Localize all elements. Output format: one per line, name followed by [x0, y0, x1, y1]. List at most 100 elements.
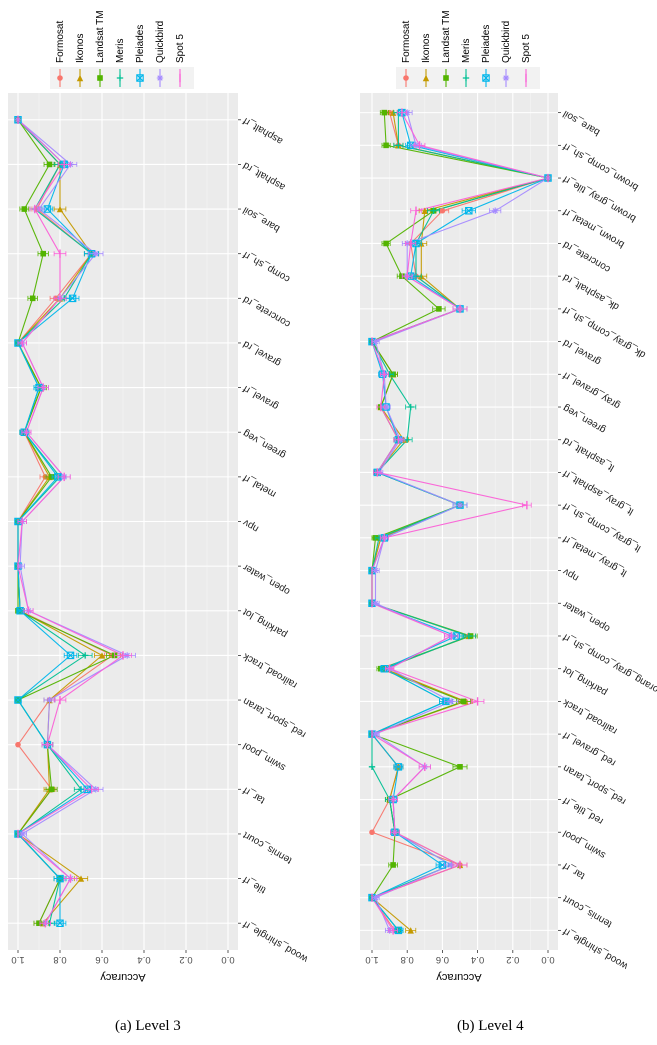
category-label: npv — [561, 566, 580, 584]
data-point — [395, 142, 402, 149]
category-label: wood_shingle_rf — [241, 918, 311, 965]
category-label: swim_pool — [241, 740, 287, 773]
legend-label: Ikonos — [421, 34, 432, 63]
category-label: npv — [241, 517, 260, 535]
data-point — [98, 652, 106, 659]
tick-label: 1.0 — [11, 954, 24, 965]
data-point — [421, 207, 428, 214]
legend-key-formosat — [57, 75, 63, 81]
legend-key-formosat — [403, 75, 409, 81]
tick-label: 0.6 — [95, 954, 108, 965]
data-point — [380, 664, 389, 673]
chart-panel-2: 0.00.20.40.60.81.0Accuracybare_soilbrown… — [360, 10, 657, 983]
data-point — [14, 696, 22, 704]
legend-label: Landsat TM — [441, 10, 452, 63]
data-point — [394, 763, 403, 771]
data-point — [46, 161, 53, 168]
tick-label: 0.4 — [471, 954, 484, 965]
tick-label: 1.0 — [365, 954, 378, 965]
data-point — [382, 403, 390, 411]
category-label: railroad_track — [240, 650, 299, 690]
series-points-spot-5 — [371, 108, 549, 935]
data-point — [404, 109, 411, 116]
category-label: tar_rf — [561, 860, 587, 881]
data-point — [436, 306, 442, 312]
legend-key-ikonos — [422, 74, 430, 82]
axis-title: Accuracy — [436, 971, 482, 983]
tick-label: 0.2 — [506, 954, 519, 965]
category-label: orang_gray_comp_sh_rf — [561, 631, 657, 695]
data-point — [68, 294, 77, 303]
category-label: swim_pool — [561, 827, 607, 860]
legend-key-meris — [462, 74, 470, 82]
tick-label: 0.4 — [137, 954, 150, 965]
data-point — [368, 763, 376, 771]
data-point — [40, 250, 46, 257]
data-point — [369, 829, 375, 836]
legend-key-quickbird — [502, 74, 510, 82]
tick-label: 0.8 — [401, 954, 414, 965]
data-point — [407, 403, 414, 411]
tick-label: 0.2 — [179, 954, 192, 965]
data-point — [16, 562, 24, 570]
category-label: green_veg — [241, 427, 287, 460]
data-point — [372, 894, 379, 901]
legend-label: Quickbird — [155, 21, 166, 63]
series-line-meris — [371, 112, 549, 931]
data-point — [36, 920, 42, 927]
category-label: metal_rf — [241, 472, 278, 500]
data-point — [77, 875, 85, 882]
series-line-spot-5 — [370, 112, 549, 931]
category-label: gravel_rf — [241, 383, 280, 412]
data-point — [430, 207, 437, 214]
legend-label: Spot 5 — [175, 34, 186, 63]
data-point — [19, 830, 26, 838]
legend-key-landsat-tm — [443, 75, 449, 81]
data-point — [389, 109, 397, 116]
data-point — [448, 861, 455, 869]
category-label: tennis_court — [561, 893, 614, 930]
legend: Formosat Ikonos Landsat TM Meris Pleiades Qui… — [50, 10, 194, 89]
legend-label: Meris — [115, 39, 126, 63]
data-point — [48, 474, 55, 480]
data-point — [56, 205, 64, 213]
data-point — [372, 600, 379, 607]
category-label: parking_lot — [561, 664, 609, 698]
data-point — [372, 567, 379, 574]
category-label: red_tile_rf — [561, 795, 605, 827]
data-point — [465, 632, 472, 640]
data-point — [492, 207, 499, 214]
data-point — [46, 696, 53, 704]
data-point — [383, 240, 389, 247]
legend-label: Ikonos — [75, 34, 86, 63]
data-point — [448, 698, 455, 705]
data-point — [465, 207, 473, 215]
data-point — [29, 295, 36, 302]
category-label: green_veg — [561, 402, 607, 435]
category-label: open_water — [241, 561, 292, 597]
category-label: parking_lot — [241, 606, 289, 640]
data-point — [390, 862, 396, 868]
category-label: comp_sh_rf — [241, 249, 292, 285]
tick-label: 0.6 — [436, 954, 449, 965]
category-label: bare_soil — [561, 108, 602, 138]
legend: Formosat Ikonos Landsat TM Meris Pleiades Qui… — [396, 10, 540, 89]
data-point — [456, 501, 464, 509]
data-point — [394, 926, 403, 935]
tick-label: 0.0 — [541, 954, 554, 965]
category-label: red_sport_taran — [241, 695, 308, 740]
category-label: wood_shingle_rf — [561, 925, 631, 972]
legend-label: Spot 5 — [521, 34, 532, 63]
data-point — [82, 652, 89, 659]
series-points-spot-5 — [17, 115, 132, 928]
series-line-landsat-tm — [370, 112, 549, 931]
category-label: tennis_court — [241, 829, 294, 866]
category-label: bare_soil — [241, 204, 282, 234]
data-point — [48, 786, 55, 793]
data-point — [381, 109, 388, 116]
minor-grid — [389, 93, 531, 950]
data-point — [372, 730, 379, 738]
caption-level-4: (b) Level 4 — [457, 1018, 524, 1034]
legend-label: Quickbird — [501, 21, 512, 63]
legend-label: Landsat TM — [95, 10, 106, 63]
